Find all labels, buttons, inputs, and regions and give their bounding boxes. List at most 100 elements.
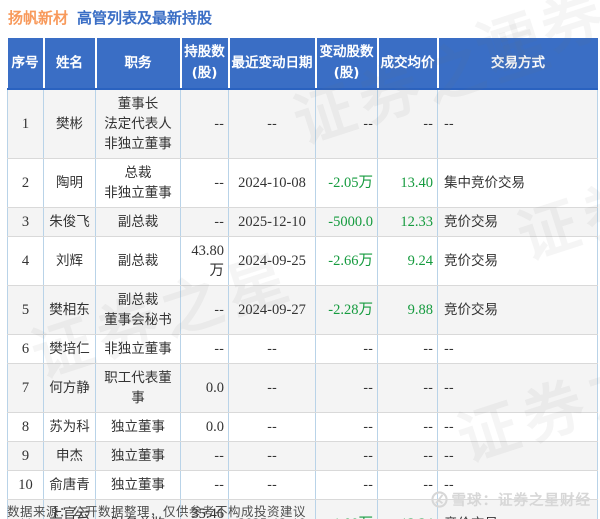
cell-date: 2024-09-27 <box>228 285 316 335</box>
cell-change: -- <box>315 470 378 500</box>
table-row: 3 朱俊飞 副总裁 -- 2025-12-10 -5000.0 12.33 竞价交易 <box>7 207 598 237</box>
cell-position: 总裁 非独立董事 <box>95 158 181 208</box>
col-index: 序号 <box>7 38 44 90</box>
cell-name: 上官云明 <box>43 499 96 519</box>
cell-no: 5 <box>7 285 44 335</box>
col-name: 姓名 <box>42 38 96 90</box>
cell-name: 刘辉 <box>43 236 96 286</box>
cell-method: 竞价交易 <box>437 207 598 237</box>
cell-position: 独立董事 <box>95 470 181 500</box>
cell-price: 12.33 <box>377 207 438 237</box>
col-price: 成交均价 <box>376 38 438 90</box>
cell-method: 集中竞价交易 <box>437 158 598 208</box>
cell-position: 副总裁 <box>95 236 181 286</box>
cell-price: -- <box>377 363 438 413</box>
title-text: 高管列表及最新持股 <box>77 9 213 27</box>
cell-position: 副总裁 <box>95 207 181 237</box>
cell-shares: 43.80万 <box>180 236 229 286</box>
cell-change: -2.28万 <box>315 285 378 335</box>
cell-shares: -- <box>180 88 229 159</box>
cell-change: -- <box>315 88 378 159</box>
cell-shares: -- <box>180 441 229 471</box>
cell-no: 9 <box>7 441 44 471</box>
cell-shares: 35.46万 <box>180 499 229 519</box>
cell-date: -- <box>228 441 316 471</box>
cell-no: 8 <box>7 412 44 442</box>
cell-date: 2025-12-10 <box>228 207 316 237</box>
cell-shares: 0.0 <box>180 363 229 413</box>
cell-method: -- <box>437 88 598 159</box>
cell-change: -1.00万 <box>315 499 378 519</box>
cell-shares: -- <box>180 207 229 237</box>
cell-price: -- <box>377 412 438 442</box>
cell-method: 竞价交易 <box>437 285 598 335</box>
cell-no: 11 <box>7 499 44 519</box>
executives-table: 序号 姓名 职务 持股数 (股) 最近变动日期 变动股数 (股) 成交均价 交易… <box>7 38 598 519</box>
col-date: 最近变动日期 <box>227 38 316 90</box>
cell-date: -- <box>228 363 316 413</box>
cell-name: 樊相东 <box>43 285 96 335</box>
cell-name: 樊培仁 <box>43 334 96 364</box>
cell-date: -- <box>228 412 316 442</box>
cell-name: 樊彬 <box>43 88 96 159</box>
cell-price: 12.34 <box>377 499 438 519</box>
cell-change: -2.05万 <box>315 158 378 208</box>
table-row: 2 陶明 总裁 非独立董事 -- 2024-10-08 -2.05万 13.40 集中竞价交易 <box>7 158 598 208</box>
cell-position: 非独立董事 <box>95 334 181 364</box>
cell-position: 独立董事 <box>95 412 181 442</box>
col-position: 职务 <box>94 38 181 90</box>
stock-name: 扬帆新材 <box>8 9 69 27</box>
cell-name: 苏为科 <box>43 412 96 442</box>
cell-name: 陶明 <box>43 158 96 208</box>
cell-price: 9.24 <box>377 236 438 286</box>
table-row: 1 樊彬 董事长 法定代表人 非独立董事 -- -- -- -- -- <box>7 88 598 159</box>
cell-no: 1 <box>7 88 44 159</box>
cell-date: 2024-10-08 <box>228 158 316 208</box>
cell-date: 2024-09-25 <box>228 236 316 286</box>
cell-position: 职工代表董事 <box>95 363 181 413</box>
table-row: 4 刘辉 副总裁 43.80万 2024-09-25 -2.66万 9.24 竞价交易 <box>7 236 598 286</box>
cell-no: 7 <box>7 363 44 413</box>
cell-shares: 0.0 <box>180 412 229 442</box>
cell-no: 6 <box>7 334 44 364</box>
cell-change: -5000.0 <box>315 207 378 237</box>
cell-no: 3 <box>7 207 44 237</box>
table-row: 6 樊培仁 非独立董事 -- -- -- -- -- <box>7 334 598 364</box>
table-row: 11上官云明财务总监35.46万2025-12-10-1.00万12.34竞价交… <box>7 499 598 519</box>
cell-change: -2.66万 <box>315 236 378 286</box>
cell-position: 财务总监 <box>95 499 181 519</box>
cell-position: 董事长 法定代表人 非独立董事 <box>95 88 181 159</box>
cell-price: -- <box>377 88 438 159</box>
cell-method: 竞价交易 <box>437 236 598 286</box>
cell-date: -- <box>228 470 316 500</box>
xueqiu-logo-icon <box>430 491 448 508</box>
table-header: 序号 姓名 职务 持股数 (股) 最近变动日期 变动股数 (股) 成交均价 交易… <box>7 38 598 90</box>
table-row: 10 俞唐青 独立董事 -- -- -- -- -- <box>7 470 598 500</box>
cell-method: -- <box>437 470 598 500</box>
table-row: 9 申杰 独立董事 -- -- -- -- -- <box>7 441 598 471</box>
data-source-note: 数据来源：公开数据整理，仅供参考不构成投资建议 <box>7 504 307 519</box>
cell-change: -- <box>315 441 378 471</box>
cell-price: 13.40 <box>377 158 438 208</box>
cell-method: 竞价交易 <box>437 499 598 519</box>
cell-no: 4 <box>7 236 44 286</box>
table-row: 8 苏为科 独立董事 0.0 -- -- -- -- <box>7 412 598 442</box>
cell-method: -- <box>437 412 598 442</box>
cell-date: -- <box>228 334 316 364</box>
cell-change: -- <box>315 412 378 442</box>
cell-change: -- <box>315 363 378 413</box>
cell-position: 副总裁 董事会秘书 <box>95 285 181 335</box>
cell-name: 俞唐青 <box>43 470 96 500</box>
cell-name: 申杰 <box>43 441 96 471</box>
cell-date: 2025-12-10 <box>228 499 316 519</box>
cell-no: 10 <box>7 470 44 500</box>
cell-shares: -- <box>180 470 229 500</box>
cell-price: -- <box>377 470 438 500</box>
table-row: 5 樊相东 副总裁 董事会秘书 -- 2024-09-27 -2.28万 9.88 竞价交易 <box>7 285 598 335</box>
table-row: 7 何方静 职工代表董事 0.0 -- -- -- -- <box>7 363 598 413</box>
cell-method: -- <box>437 334 598 364</box>
cell-method: -- <box>437 363 598 413</box>
page-title: 扬帆新材 高管列表及最新持股 <box>8 7 212 28</box>
col-change: 变动股数 (股) <box>314 38 378 90</box>
